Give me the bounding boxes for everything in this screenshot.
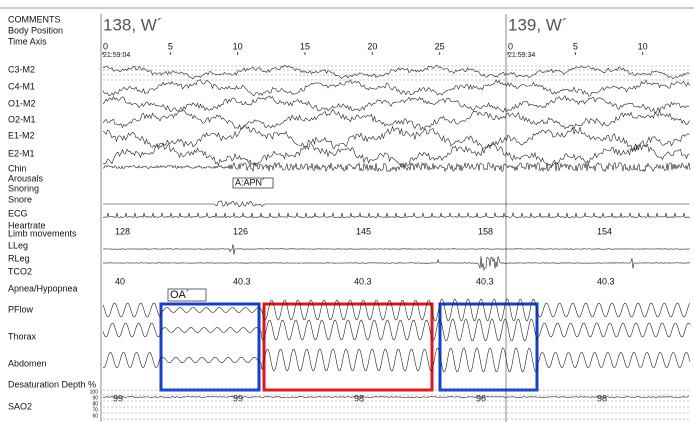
channel-label: Time Axis — [8, 36, 47, 46]
channel-label: Abdomen — [8, 358, 47, 368]
channel-label: Limb movements — [8, 228, 77, 238]
annotation: A:APN´ — [235, 177, 265, 187]
tco2-value: 40.3 — [597, 276, 615, 286]
channel-label: Heartrate — [8, 220, 46, 230]
epoch-start: 21:59:04 — [103, 52, 130, 59]
channel-label: Desaturation Depth % — [8, 379, 96, 389]
sao2-scale: 100 — [90, 389, 99, 395]
tco2-value: 40.3 — [476, 276, 494, 286]
eeg-trace — [102, 142, 690, 168]
heartrate-value: 158 — [478, 226, 493, 236]
resp-trace — [102, 347, 691, 373]
time-tick-label: 20 — [367, 41, 377, 51]
eeg-trace — [102, 125, 690, 151]
annotation-box — [167, 288, 207, 302]
tco2-value: 40.3 — [233, 276, 251, 286]
sao2-value: 99 — [113, 393, 123, 403]
channel-label: C4-M1 — [8, 81, 35, 91]
channel-label: E1-M2 — [8, 130, 35, 140]
heartrate-value: 154 — [597, 226, 612, 236]
sao2-value: 98 — [597, 393, 607, 403]
channel-label: O2-M1 — [8, 114, 36, 124]
tco2-value: 40.3 — [354, 276, 372, 286]
heartrate-value: 145 — [356, 226, 371, 236]
channel-label: Snore — [8, 194, 32, 204]
channel-label: SAO2 — [8, 401, 32, 411]
time-tick-label: 0 — [103, 41, 108, 51]
sao2-scale: 80 — [92, 401, 98, 407]
eeg-trace — [102, 95, 690, 114]
time-tick-label: 10 — [638, 41, 648, 51]
highlight-box — [262, 302, 434, 392]
epoch-start: 21:59:34 — [508, 52, 535, 59]
channel-label: Arousals — [8, 173, 44, 183]
time-tick-label: 15 — [300, 41, 310, 51]
time-tick-label: 5 — [168, 41, 173, 51]
annotation-box — [232, 177, 274, 189]
rleg-trace — [102, 256, 691, 271]
highlight-box — [438, 302, 539, 392]
channel-label: PFlow — [8, 304, 34, 314]
eeg-trace — [102, 64, 690, 80]
channel-label: O1-M2 — [8, 98, 36, 108]
channel-label: RLeg — [8, 253, 30, 263]
snore-trace — [103, 200, 690, 208]
tco2-value: 40 — [115, 276, 125, 286]
lleg-trace — [102, 244, 691, 255]
annotation: OA´ — [170, 289, 190, 301]
channel-label: Thorax — [8, 331, 37, 341]
time-tick-label: 25 — [435, 41, 445, 51]
sao2-scale: 90 — [92, 395, 98, 401]
time-tick-label: 5 — [573, 41, 578, 51]
time-tick-label: 0 — [508, 41, 513, 51]
sao2-scale: 60 — [92, 413, 98, 419]
channel-label: C3-M2 — [8, 64, 35, 74]
sao2-value: 96 — [476, 393, 486, 403]
sao2-value: 98 — [354, 393, 364, 403]
highlight-box — [159, 302, 261, 392]
resp-trace — [102, 318, 691, 342]
ecg-trace — [103, 211, 691, 219]
sao2-value: 99 — [233, 393, 243, 403]
channel-label: E2-M1 — [8, 148, 35, 158]
resp-trace — [102, 298, 691, 322]
channel-label: COMMENTS — [8, 14, 61, 24]
heartrate-value: 128 — [115, 226, 130, 236]
channel-label: ECG — [8, 208, 28, 218]
chin-trace — [102, 161, 691, 173]
eeg-trace — [102, 109, 690, 131]
eeg-trace — [102, 79, 690, 97]
channel-label: Body Position — [8, 25, 63, 35]
channel-label: TCO2 — [8, 266, 32, 276]
heartrate-value: 126 — [233, 226, 248, 236]
sao2-trace — [102, 396, 690, 398]
channel-label: LLeg — [8, 240, 28, 250]
channel-label: Snoring — [8, 183, 39, 193]
channel-label: Apnea/Hypopnea — [8, 283, 78, 293]
epoch-label: 139, W´ — [508, 15, 568, 34]
sao2-scale: 70 — [92, 407, 98, 413]
time-tick-label: 10 — [233, 41, 243, 51]
channel-label: Chin — [8, 163, 27, 173]
epoch-label: 138, W´ — [103, 15, 163, 34]
